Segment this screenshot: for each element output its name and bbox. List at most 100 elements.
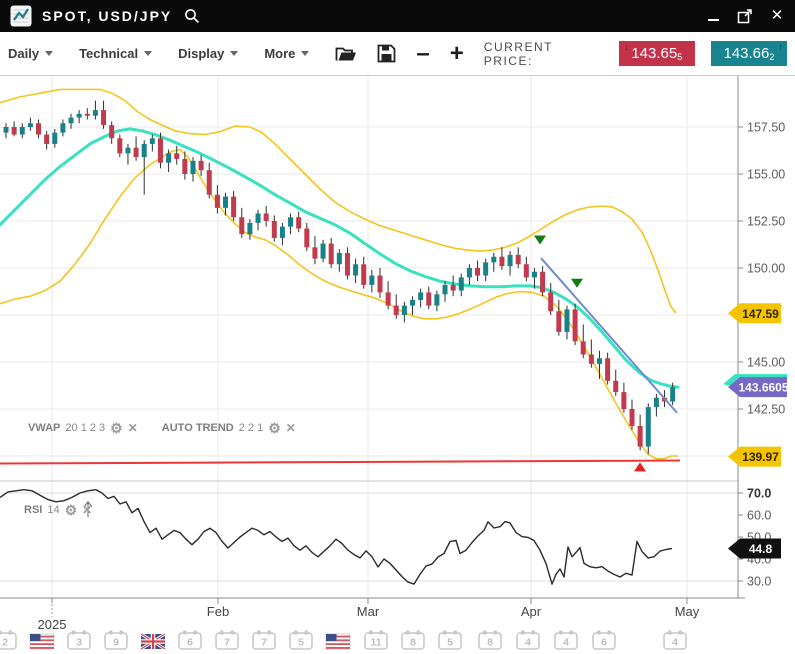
- candle-body: [629, 409, 635, 426]
- svg-text:7: 7: [261, 637, 267, 649]
- candle-body: [92, 110, 98, 116]
- calendar-event-icon[interactable]: 4: [663, 630, 687, 650]
- candle-body: [410, 299, 415, 306]
- vwap-line[interactable]: [0, 127, 680, 389]
- candle-body: [588, 354, 594, 364]
- candle-body: [523, 264, 529, 278]
- sell-signal-marker: [571, 278, 583, 288]
- auto-trend-settings-gear-icon[interactable]: ⚙: [268, 419, 281, 436]
- svg-text:143.6605: 143.6605: [738, 381, 788, 395]
- candle-body: [637, 425, 643, 447]
- candle-body: [540, 271, 546, 293]
- candle-body: [483, 262, 489, 276]
- candle-body: [312, 247, 318, 259]
- svg-text:44.8: 44.8: [749, 542, 773, 556]
- calendar-event-icon[interactable]: 4: [554, 630, 578, 650]
- svg-text:Feb: Feb: [207, 604, 229, 619]
- calendar-event-icon[interactable]: 8: [401, 630, 425, 650]
- open-layout-button[interactable]: [335, 45, 357, 63]
- chevron-down-icon: [45, 51, 54, 56]
- chevron-down-icon: [301, 51, 310, 56]
- svg-text:150.00: 150.00: [747, 262, 785, 276]
- candle-body: [296, 217, 302, 229]
- candle-body: [19, 127, 25, 135]
- zoom-in-button[interactable]: +: [449, 39, 464, 67]
- price-up-arrow-icon: ↑: [778, 42, 783, 53]
- symbol-title: SPOT, USD/JPY: [42, 8, 173, 24]
- candle-body: [84, 113, 90, 116]
- us-flag-icon[interactable]: [325, 633, 351, 650]
- candle-body: [645, 407, 651, 447]
- candle-body: [27, 123, 33, 127]
- svg-text:6: 6: [187, 637, 193, 649]
- candle-body: [605, 358, 611, 381]
- menu-display[interactable]: Display: [178, 46, 239, 61]
- auto-trend-line[interactable]: [540, 257, 678, 414]
- candle-body: [613, 380, 619, 393]
- candle-body: [385, 292, 391, 306]
- svg-text:7: 7: [224, 637, 230, 649]
- candle-body: [418, 292, 424, 300]
- close-button[interactable]: ✕: [770, 7, 784, 24]
- candle-body: [149, 138, 155, 144]
- svg-text:8: 8: [487, 637, 493, 649]
- support-trend-line[interactable]: [0, 459, 681, 465]
- calendar-event-icon[interactable]: 11: [364, 630, 388, 650]
- candle-body: [68, 117, 74, 124]
- minimize-button[interactable]: [705, 8, 721, 24]
- calendar-event-icon[interactable]: 5: [438, 630, 462, 650]
- candle-body: [11, 127, 17, 135]
- svg-text:May: May: [675, 604, 700, 619]
- zoom-out-button[interactable]: –: [416, 39, 430, 67]
- candle-body: [117, 138, 123, 154]
- uk-flag-icon[interactable]: [140, 632, 166, 651]
- candle-body: [353, 264, 359, 276]
- current-price-label: CURRENT PRICE:: [483, 39, 553, 68]
- svg-text:70.0: 70.0: [747, 487, 771, 501]
- candle-body: [320, 243, 326, 259]
- search-icon[interactable]: [184, 8, 200, 24]
- rsi-remove-icon[interactable]: ✕: [82, 503, 93, 517]
- save-layout-button[interactable]: [377, 44, 396, 63]
- menu-timeframe[interactable]: Daily: [8, 46, 54, 61]
- svg-text:139.97: 139.97: [742, 450, 779, 464]
- svg-text:9: 9: [113, 637, 119, 649]
- candle-body: [499, 256, 505, 267]
- candle-body: [377, 275, 383, 293]
- svg-text:3: 3: [76, 637, 82, 649]
- us-flag-icon[interactable]: [29, 633, 55, 650]
- calendar-event-icon[interactable]: 4: [516, 630, 540, 650]
- calendar-event-icon[interactable]: 6: [178, 630, 202, 650]
- svg-text:6: 6: [601, 637, 607, 649]
- candle-body: [670, 387, 676, 402]
- auto-trend-remove-icon[interactable]: ✕: [285, 421, 296, 435]
- rsi-label: RSI: [24, 504, 43, 516]
- vwap-settings-gear-icon[interactable]: ⚙: [110, 419, 123, 436]
- candle-body: [36, 123, 42, 135]
- candle-body: [361, 264, 367, 285]
- rsi-settings-gear-icon[interactable]: ⚙: [64, 501, 78, 518]
- calendar-event-icon[interactable]: 9: [104, 630, 128, 650]
- calendar-event-icon[interactable]: 7: [215, 630, 239, 650]
- candle-body: [328, 243, 334, 265]
- candle-body: [101, 110, 107, 126]
- menu-more[interactable]: More: [264, 46, 310, 61]
- menu-technical[interactable]: Technical: [79, 46, 153, 61]
- candle-body: [166, 153, 172, 163]
- calendar-event-icon[interactable]: 3: [67, 630, 91, 650]
- candle-body: [174, 153, 180, 159]
- rsi-arrow-annotation: [83, 500, 93, 518]
- popout-window-button[interactable]: [737, 8, 753, 24]
- calendar-event-icon[interactable]: 2: [0, 630, 17, 650]
- calendar-event-icon[interactable]: 5: [289, 630, 313, 650]
- rsi-line: [0, 489, 673, 585]
- calendar-event-icon[interactable]: 8: [478, 630, 502, 650]
- price-chart-canvas[interactable]: 157.50 155.00 152.50 150.00 145.00 142.50 70.0…: [0, 76, 795, 654]
- vwap-remove-icon[interactable]: ✕: [127, 421, 138, 435]
- rsi-axis: 70.060.050.040.030.0: [738, 487, 771, 589]
- svg-text:30.0: 30.0: [747, 575, 771, 589]
- candle-body: [369, 275, 375, 285]
- calendar-event-icon[interactable]: 6: [592, 630, 616, 650]
- calendar-event-icon[interactable]: 7: [252, 630, 276, 650]
- candle-body: [206, 170, 212, 195]
